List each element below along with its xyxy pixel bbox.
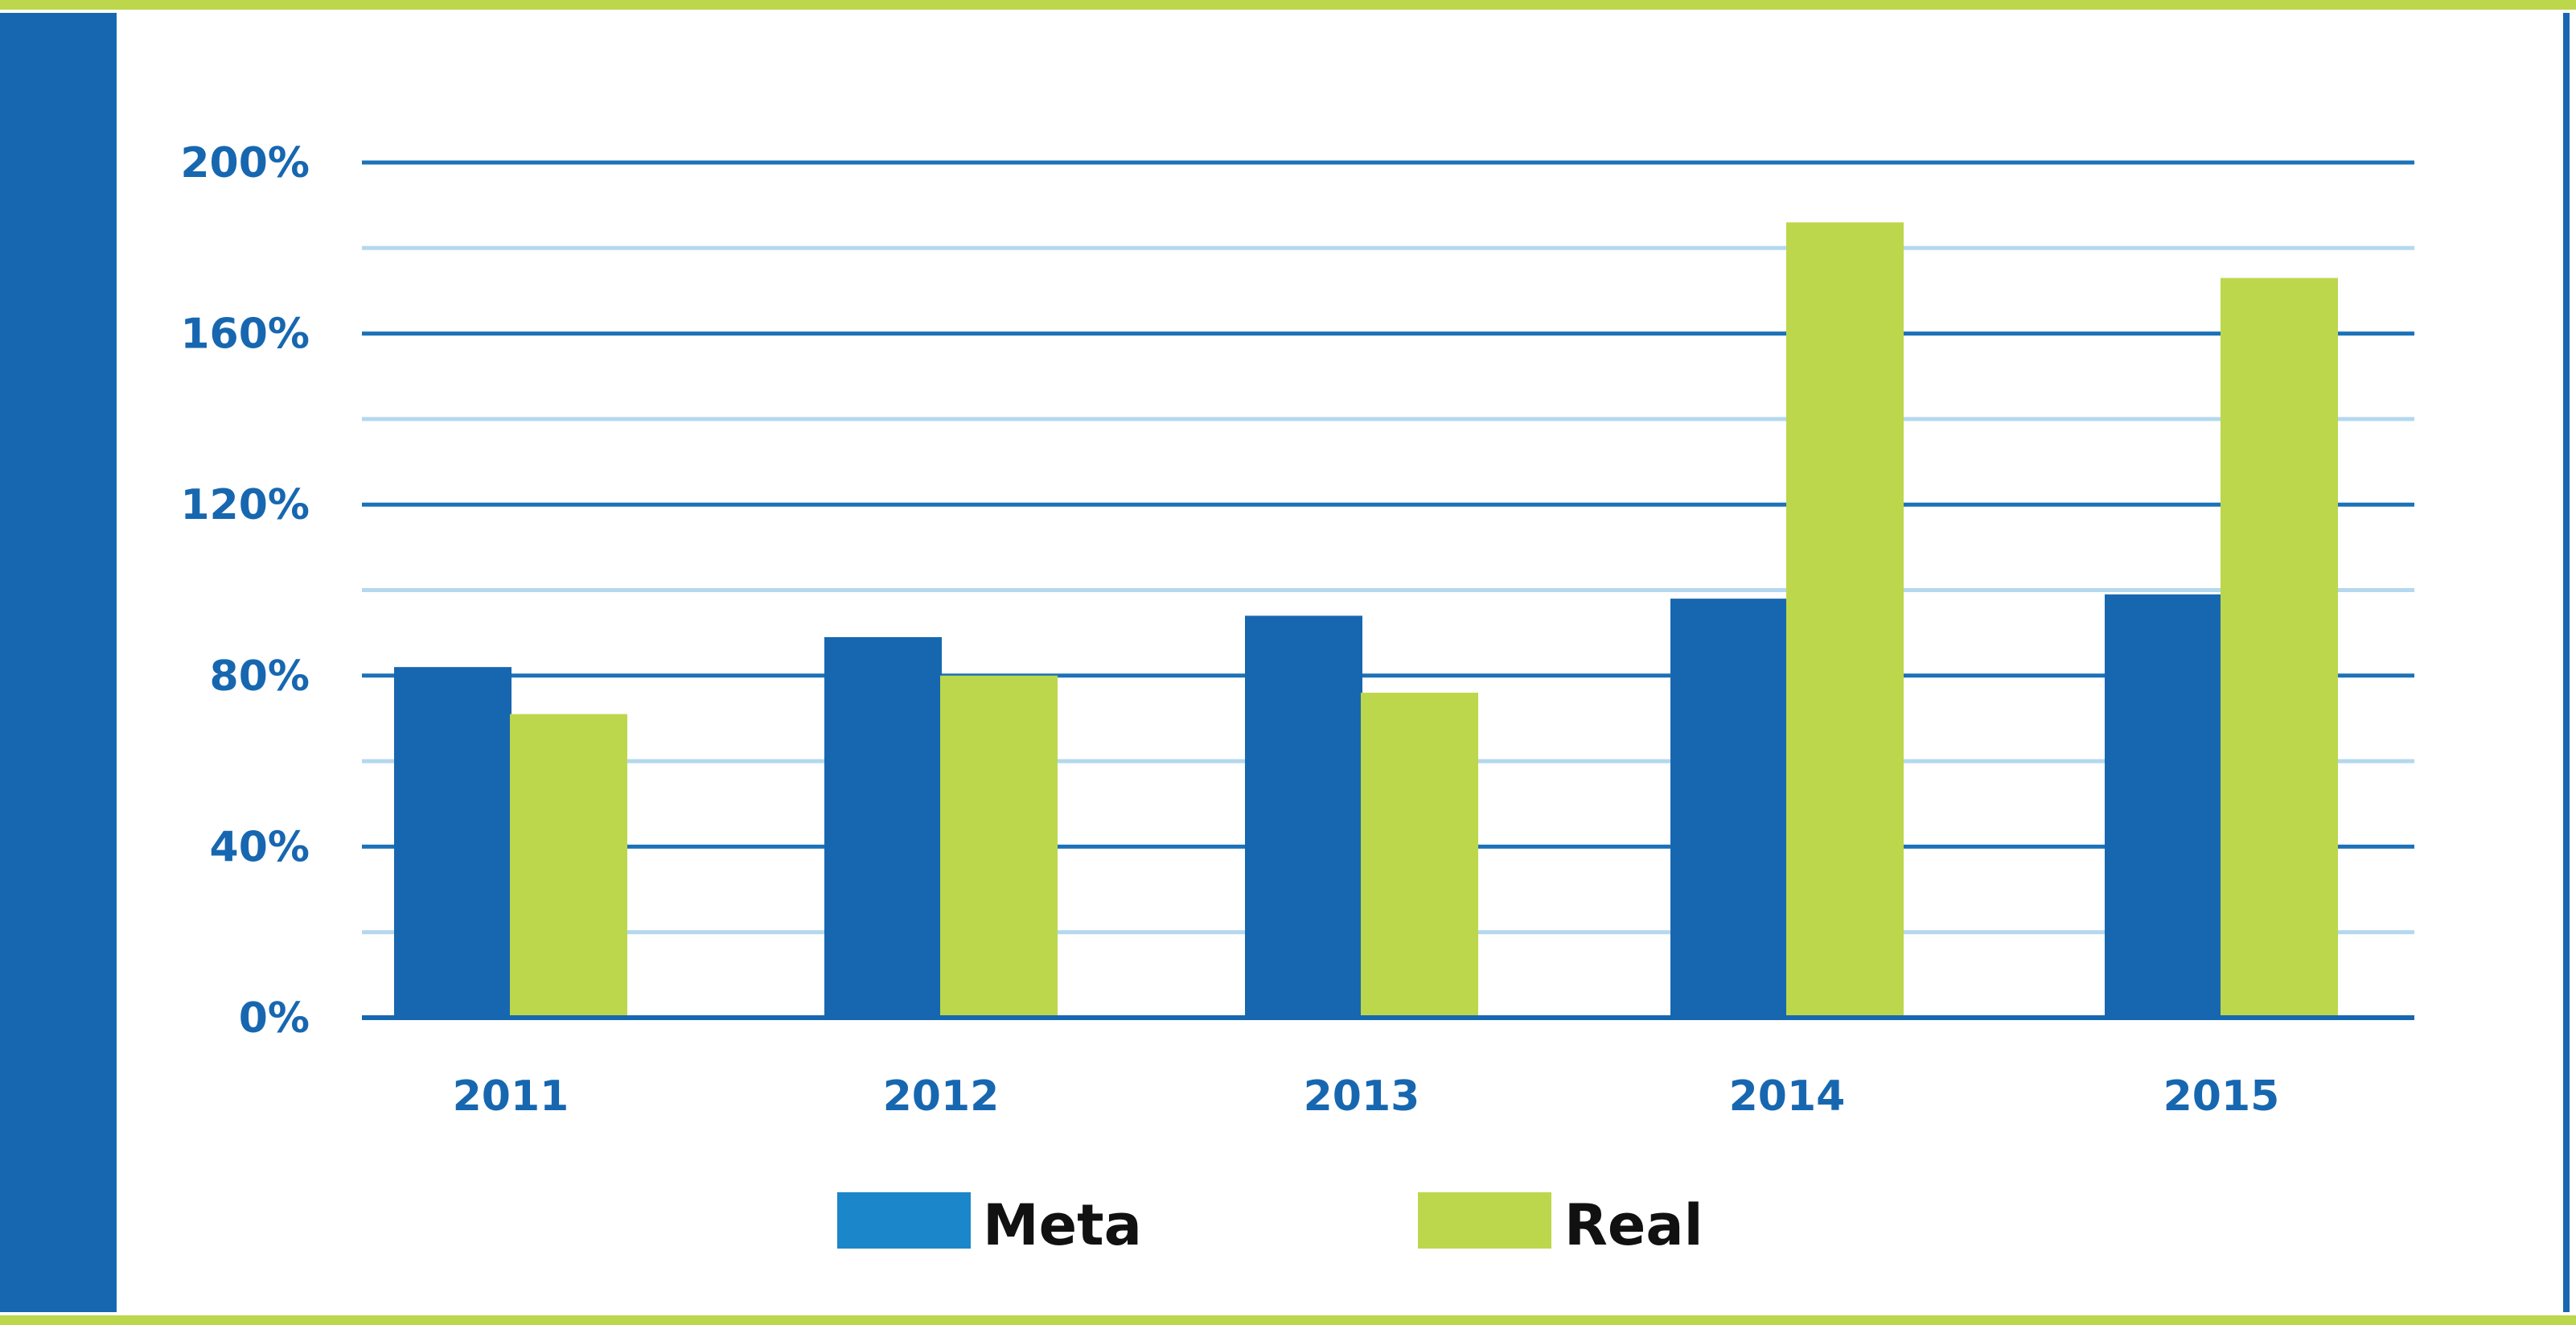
legend-label-meta: Meta (983, 1192, 1142, 1258)
y-tick-label-80: 80% (210, 652, 310, 701)
legend-swatch-real (1418, 1192, 1551, 1249)
legend: Meta Real (837, 1192, 1703, 1258)
bar-real-2015 (2221, 278, 2338, 1018)
frame-top-bar (0, 0, 2576, 10)
bar-meta-2015 (2105, 594, 2222, 1018)
frame-left-bar (0, 13, 117, 1312)
bar-real-2011 (510, 714, 627, 1018)
bar-meta-2012 (824, 636, 942, 1018)
bar-real-2013 (1361, 693, 1478, 1018)
bar-meta-2011 (394, 667, 512, 1018)
y-tick-label-160: 160% (180, 311, 310, 359)
bar-real-2014 (1786, 222, 1904, 1018)
x-tick-labels: 2011 2012 2013 2014 2015 (453, 1072, 2280, 1121)
y-tick-label-40: 40% (210, 823, 310, 871)
bar-meta-2013 (1245, 615, 1362, 1018)
y-tick-label-120: 120% (180, 481, 310, 529)
x-tick-label-2014: 2014 (1729, 1072, 1846, 1121)
y-tick-label-200: 200% (180, 139, 310, 187)
frame-bottom-bar (0, 1315, 2576, 1325)
x-tick-label-2015: 2015 (2163, 1072, 2280, 1121)
x-tick-label-2012: 2012 (883, 1072, 1000, 1121)
legend-label-real: Real (1564, 1192, 1703, 1258)
x-tick-label-2011: 2011 (453, 1072, 569, 1121)
grid-lines (362, 160, 2414, 935)
y-tick-labels: 0% 40% 80% 120% 160% 200% (180, 139, 310, 1043)
y-tick-label-0: 0% (239, 994, 310, 1043)
bars (394, 222, 2338, 1018)
bar-real-2012 (940, 675, 1058, 1018)
frame-right-bar (2563, 13, 2570, 1312)
legend-swatch-meta (837, 1192, 971, 1249)
x-tick-label-2013: 2013 (1304, 1072, 1420, 1121)
bar-meta-2014 (1670, 599, 1788, 1018)
